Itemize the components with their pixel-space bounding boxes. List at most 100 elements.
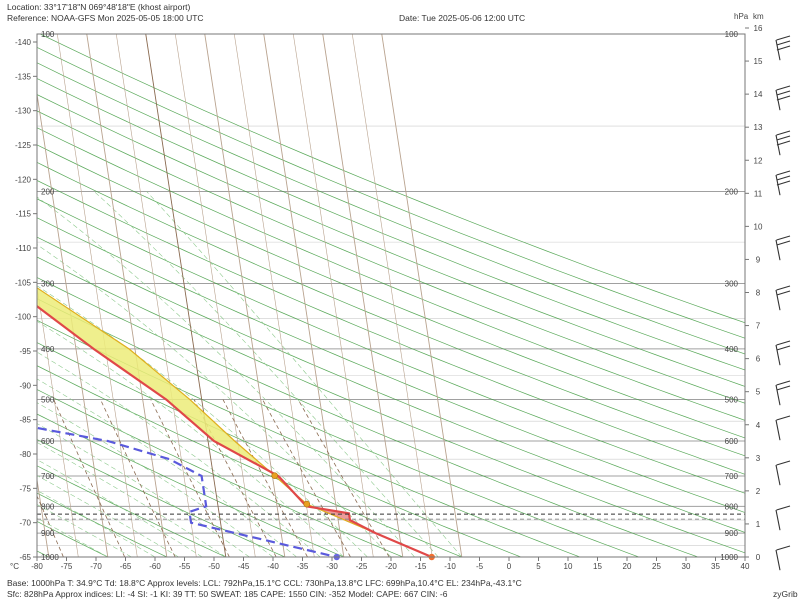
bottom-tick-label: -25 [356,562,368,571]
mixing-ratio-line [297,399,390,557]
dry-adiabat [37,161,745,457]
dry-adiabat [37,256,745,554]
pressure-tick-label: 900 [725,529,739,538]
dry-adiabat [37,365,462,557]
isotherm [115,34,197,557]
left-tick-label: -140 [15,38,32,47]
reference-text: Reference: NOAA-GFS Mon 2025-05-05 18:00… [7,13,204,23]
pressure-inner-label: 300 [41,280,55,289]
altitude-tick-label: 7 [756,322,761,331]
wind-barb [775,85,791,111]
moist-adiabat [37,490,156,557]
altitude-tick-label: 14 [754,90,763,99]
isotherm [37,91,109,557]
pressure-tick-label: 500 [725,396,739,405]
cin-area [273,475,432,557]
isotherm [381,34,463,557]
pressure-inner-label: 200 [41,187,55,196]
pressure-inner-label: 400 [41,345,55,354]
left-tick-label: -65 [19,553,31,562]
bottom-tick-label: 0 [507,562,512,571]
chart-axes: -80 -75 -70 -65 -60 -55 -50 -45 -40 -35 -30 -25 -20-… [10,12,764,571]
left-tick-label: -130 [15,107,32,116]
wind-barb-flag [776,95,791,101]
wind-barb-flag [776,40,791,46]
dry-adiabat [37,127,745,421]
moist-adiabat [37,442,226,557]
left-tick-label: -110 [16,244,32,253]
dry-adiabat [37,62,745,355]
wind-barb-shaft [775,509,781,531]
levels-summary: Base: 1000hPa T: 34.9°C Td: 18.8°C Appro… [7,578,522,588]
pressure-unit-label: hPa [734,12,749,21]
dry-adiabat [37,342,521,557]
moist-adiabat [37,378,297,557]
bottom-tick-label: -40 [267,562,279,571]
left-tick-label: -95 [19,347,31,356]
location-text: Location: 33°17'18"N 069°48'18"E (khost … [7,2,191,12]
altitude-tick-label: 4 [756,421,761,430]
dry-adiabat [37,47,745,339]
dry-adiabat [37,465,226,557]
temperature-line [37,304,433,557]
altitude-tick-label: 9 [756,255,761,264]
dry-adiabat [37,198,745,494]
altitude-tick-label: 3 [756,454,761,463]
dry-adiabat [37,413,344,557]
chart-grid [37,34,745,557]
dry-adiabat [37,236,745,533]
altitude-unit-label: km [753,12,764,21]
left-tick-label: -85 [19,416,31,425]
bottom-tick-label: 25 [652,562,661,571]
wind-barb [775,545,791,571]
bottom-tick-label: 15 [593,562,602,571]
left-tick-label: -105 [15,278,32,287]
bottom-tick-label: -15 [415,562,427,571]
left-tick-label: -90 [19,381,31,390]
wind-barb-flag [776,460,791,466]
bottom-tick-label: 40 [741,562,750,571]
pressure-inner-label: 900 [41,529,55,538]
forecast-date: Date: Tue 2025-05-06 12:00 UTC [399,13,526,23]
wind-barb-flag [776,340,791,346]
wind-barb-flag [776,130,791,136]
isotherm [145,34,227,557]
isotherm [263,34,345,557]
bottom-tick-label: -20 [385,562,397,571]
bottom-tick-label: -65 [120,562,132,571]
level-markers [37,472,745,561]
wind-barb-flag [776,380,791,386]
wind-barb-flag [776,285,791,291]
wind-barb [775,380,791,406]
dry-adiabat [37,144,745,439]
dry-adiabat [37,277,698,557]
x-axis-label: °C [10,562,19,571]
dry-adiabat [37,110,745,404]
bottom-tick-label: 5 [536,562,541,571]
wind-barb [775,170,791,196]
altitude-tick-label: 11 [754,189,763,198]
wind-barb-flag [776,235,791,241]
lcl-marker [303,500,311,508]
wind-barb-flag [776,85,791,91]
left-tick-label: -120 [15,175,32,184]
altitude-tick-label: 10 [754,222,763,231]
pressure-inner-label: 100 [41,30,55,39]
wind-barb-flag [776,545,791,551]
mixing-ratio-line [100,399,176,557]
mixing-ratio-line [222,399,308,557]
isotherm [86,34,168,557]
altitude-tick-label: 16 [754,24,763,33]
left-tick-label: -115 [16,210,32,219]
mixing-ratio-line [150,399,230,557]
wind-barb-flag [776,385,791,391]
pressure-tick-label: 200 [725,187,739,196]
pressure-tick-label: 600 [725,437,739,446]
altitude-tick-label: 2 [756,487,761,496]
mixing-ratio-line [193,399,277,557]
wind-barb-flag [776,45,791,51]
altitude-tick-label: 5 [756,388,761,397]
wind-barb-flag [776,290,791,296]
wind-barb-shaft [775,239,781,261]
